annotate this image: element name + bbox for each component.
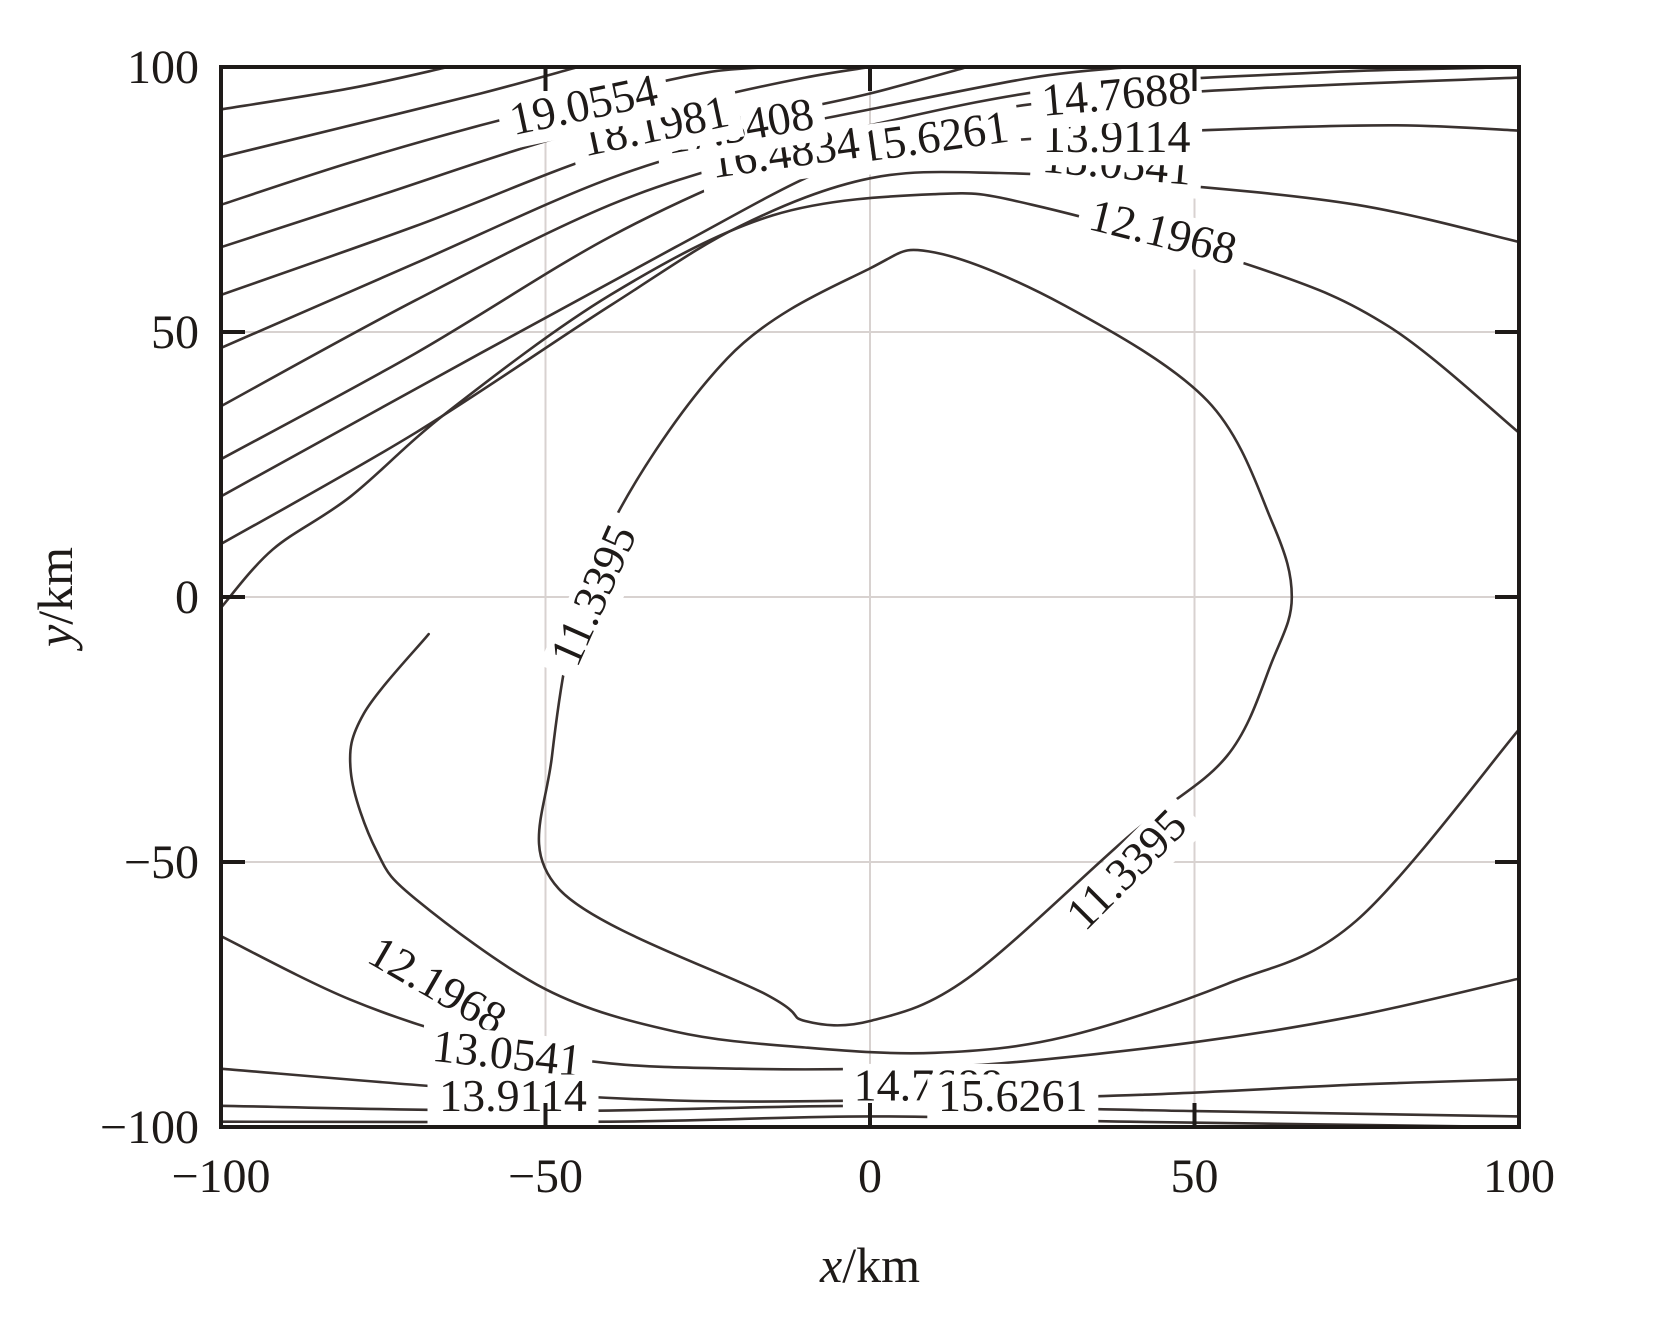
x-tick-label: −100 bbox=[171, 1150, 270, 1203]
contour-label-group: 11.3395 bbox=[538, 508, 655, 685]
contour-label: 11.3395 bbox=[1056, 799, 1197, 940]
contour-label-bg bbox=[495, 66, 674, 151]
contour-label: 13.9114 bbox=[439, 1070, 587, 1121]
contour-line-20-77 bbox=[221, 67, 450, 111]
contour-label-group: 14.7688 bbox=[1029, 62, 1204, 131]
contour-label-bg bbox=[349, 923, 523, 1053]
contour-label: 15.6261 bbox=[938, 1070, 1088, 1121]
x-tick-label: 0 bbox=[858, 1150, 882, 1203]
contour-label-bg bbox=[427, 1074, 599, 1125]
contour-label-bg bbox=[1029, 65, 1204, 131]
contour-label: 11.3395 bbox=[540, 517, 647, 673]
contour-labels: 11.339511.339512.196812.196813.054113.05… bbox=[349, 62, 1252, 1125]
contour-label-group: 15.6261 bbox=[927, 1070, 1099, 1125]
contour-label-bg bbox=[1073, 190, 1252, 281]
contour-label-group: 11.3395 bbox=[1050, 793, 1208, 951]
contour-label-bg bbox=[419, 1023, 595, 1091]
contour-label-bg bbox=[927, 1074, 1099, 1125]
contour-line-12-1968 bbox=[221, 192, 1519, 609]
x-tick-label: 50 bbox=[1171, 1150, 1219, 1203]
y-tick-label: −50 bbox=[124, 836, 199, 889]
contour-line-11-3395 bbox=[537, 248, 1294, 1027]
tick-labels: −100 −50 0 50 100 −100 −50 0 50 100 bbox=[100, 41, 1555, 1203]
x-tick-label: 100 bbox=[1483, 1150, 1555, 1203]
contour-line-13-0541 bbox=[221, 170, 1519, 546]
contour-label-bg bbox=[538, 508, 655, 685]
y-tick-label: 0 bbox=[175, 571, 199, 624]
contour-label-bg bbox=[1050, 793, 1208, 951]
contour-label: 15.6261 bbox=[857, 101, 1012, 172]
y-tick-label: 50 bbox=[151, 306, 199, 359]
x-tick-label: −50 bbox=[508, 1150, 583, 1203]
contour-label-group: 13.9114 bbox=[427, 1070, 599, 1125]
axis-ticks bbox=[219, 65, 1521, 1129]
contour-label: 12.1968 bbox=[1084, 189, 1241, 275]
contour-line-19-9127 bbox=[221, 67, 580, 159]
y-tick-label: 100 bbox=[127, 41, 199, 94]
contour-label-group: 12.1968 bbox=[1073, 189, 1252, 281]
y-tick-label: −100 bbox=[100, 1101, 199, 1154]
contour-label-bg bbox=[846, 103, 1023, 177]
contour-line-12-1968 bbox=[348, 632, 1519, 1055]
contour-line-13-0541 bbox=[221, 934, 1519, 1071]
x-axis-title: x/km bbox=[819, 1237, 920, 1293]
contour-label-bg bbox=[566, 87, 745, 172]
y-axis-title: y/km bbox=[27, 547, 83, 652]
